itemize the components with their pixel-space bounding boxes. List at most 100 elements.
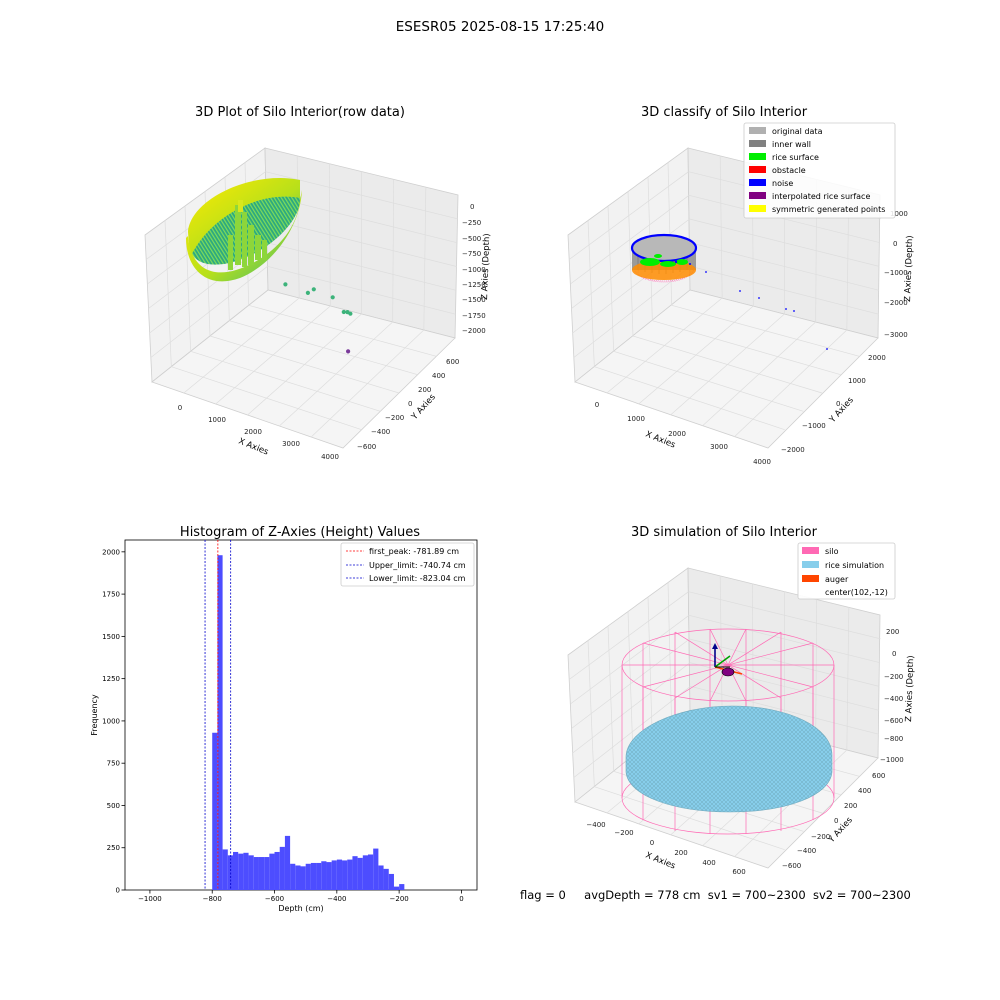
hist-bar: [388, 873, 394, 890]
raw-ztick: −1500: [462, 296, 486, 304]
hist-bar: [274, 851, 280, 890]
sim-zlabel: Z Axies (Depth): [904, 655, 916, 722]
legend-label: rice surface: [772, 153, 819, 162]
sim-ztick: −400: [884, 695, 903, 703]
raw-xtick: 2000: [244, 428, 262, 436]
hist-bar: [300, 866, 306, 890]
classify-wall-top: [630, 233, 698, 263]
sim-legend: silo rice simulation auger center(102,-1…: [797, 542, 896, 600]
sim-xtick: 600: [732, 868, 745, 876]
legend-swatch-noise: [749, 179, 766, 186]
legend-label: symmetric generated points: [772, 205, 885, 214]
hist-vlines: [204, 540, 232, 890]
hist-legend-label: Lower_limit: -823.04 cm: [369, 574, 466, 583]
classify-xtick: 2000: [668, 430, 686, 438]
legend-swatch-auger: [802, 575, 819, 582]
hist-bar: [269, 853, 275, 890]
classify-ytick: 1000: [848, 377, 866, 385]
legend-swatch-silo: [802, 547, 819, 554]
hist-bar: [393, 886, 400, 890]
hist-legend-label: first_peak: -781.89 cm: [369, 547, 459, 556]
classify-xtick: 1000: [627, 415, 645, 423]
classify-ytick: −1000: [802, 422, 826, 430]
hist-xticks: −1000 −800 −600 −400 −200 0: [138, 890, 464, 903]
raw-zlabel: Z Axies (Depth): [480, 233, 492, 300]
legend-label: obstacle: [772, 166, 806, 175]
footer-sv2: sv2 = 700~2300: [812, 888, 911, 902]
classify-legend: original data inner wall rice surface ob…: [743, 122, 896, 219]
sim-xtick: −400: [586, 821, 605, 829]
raw-ztick: −750: [462, 250, 481, 258]
hist-bar: [368, 854, 374, 890]
sim-ztick: 200: [886, 628, 899, 636]
hist-bar: [378, 865, 384, 890]
hist-bar: [212, 732, 218, 890]
hist-title: Histogram of Z-Axies (Height) Values: [180, 525, 420, 540]
hist-ytick-label: 1250: [102, 675, 120, 683]
hist-ytick-label: 750: [107, 760, 120, 768]
raw-outlier-point: [330, 295, 335, 300]
panel-classify-3d: 3D classify of Silo Interior 0: [567, 105, 915, 466]
hist-bar: [336, 859, 343, 890]
hist-bar: [217, 555, 223, 890]
hist-bar: [253, 857, 259, 890]
legend-label: noise: [772, 179, 793, 188]
legend-swatch-obstacle: [749, 166, 766, 173]
hist-xtick-label: −1000: [138, 895, 162, 903]
sim-ztick: −600: [884, 717, 903, 725]
legend-swatch-rice: [749, 153, 766, 160]
figure-suptitle: ESESR05 2025-08-15 17:25:40: [396, 19, 604, 35]
raw-ytick: 0: [408, 400, 412, 408]
classify-zlabel: Z Axies (Depth): [903, 235, 915, 302]
classify-xtick: 0: [595, 401, 599, 409]
auger-icon: [721, 667, 735, 677]
hist-xtick-label: −400: [327, 895, 346, 903]
hist-bar: [284, 835, 291, 890]
hist-xtick-label: 0: [459, 895, 463, 903]
hist-xtick-label: −600: [265, 895, 284, 903]
footer-status: flag = 0 avgDepth = 778 cm sv1 = 700~230…: [520, 888, 990, 902]
legend-swatch-original: [749, 127, 766, 134]
hist-bar: [347, 859, 353, 890]
hist-xtick-label: −200: [390, 895, 409, 903]
sim-xtick: 0: [650, 839, 654, 847]
sim-title: 3D simulation of Silo Interior: [631, 525, 818, 540]
classify-ztick: 1000: [890, 210, 908, 218]
hist-bar: [310, 862, 317, 890]
hist-bar: [362, 855, 368, 890]
hist-bar: [305, 863, 311, 890]
hist-bar: [248, 855, 254, 890]
classify-ztick: −2000: [884, 299, 908, 307]
raw-ztick: −1000: [462, 266, 486, 274]
raw-ytick: −200: [385, 414, 404, 422]
raw-xtick: 1000: [208, 416, 226, 424]
hist-yticks: 0 250 500 750 1000 1250 1500 1750 2000: [102, 548, 125, 895]
classify-xtick: 4000: [753, 458, 771, 466]
hist-ylabel: Frequency: [90, 694, 99, 736]
legend-label: interpolated rice surface: [772, 192, 870, 201]
classify-ytick: 0: [836, 400, 840, 408]
raw-ylabel: Y Axies: [409, 392, 438, 423]
hist-ytick-label: 2000: [102, 548, 120, 556]
legend-label: silo: [825, 547, 839, 556]
sim-xtick: 400: [702, 859, 715, 867]
panel-histogram: Histogram of Z-Axies (Height) Values −10…: [90, 525, 478, 913]
hist-bar: [342, 860, 348, 890]
classify-ztick: −3000: [884, 331, 908, 339]
hist-bar: [316, 862, 322, 890]
sim-xlabel: X Axies: [644, 851, 677, 872]
raw-outlier-point: [346, 349, 351, 354]
raw-outlier-point: [341, 309, 346, 315]
footer-flag: flag = 0: [520, 888, 566, 902]
hist-bar: [321, 861, 327, 890]
raw-ytick: 400: [432, 372, 445, 380]
hist-ytick-label: 0: [116, 887, 120, 895]
footer-avg-depth: avgDepth = 778 cm: [584, 888, 701, 902]
legend-label: auger: [825, 575, 849, 584]
hist-bar: [290, 863, 296, 890]
raw-rice-columns: [228, 200, 267, 270]
sim-center-marker: [712, 643, 743, 677]
sim-ytick: −200: [811, 833, 830, 841]
hist-bar: [383, 868, 389, 890]
